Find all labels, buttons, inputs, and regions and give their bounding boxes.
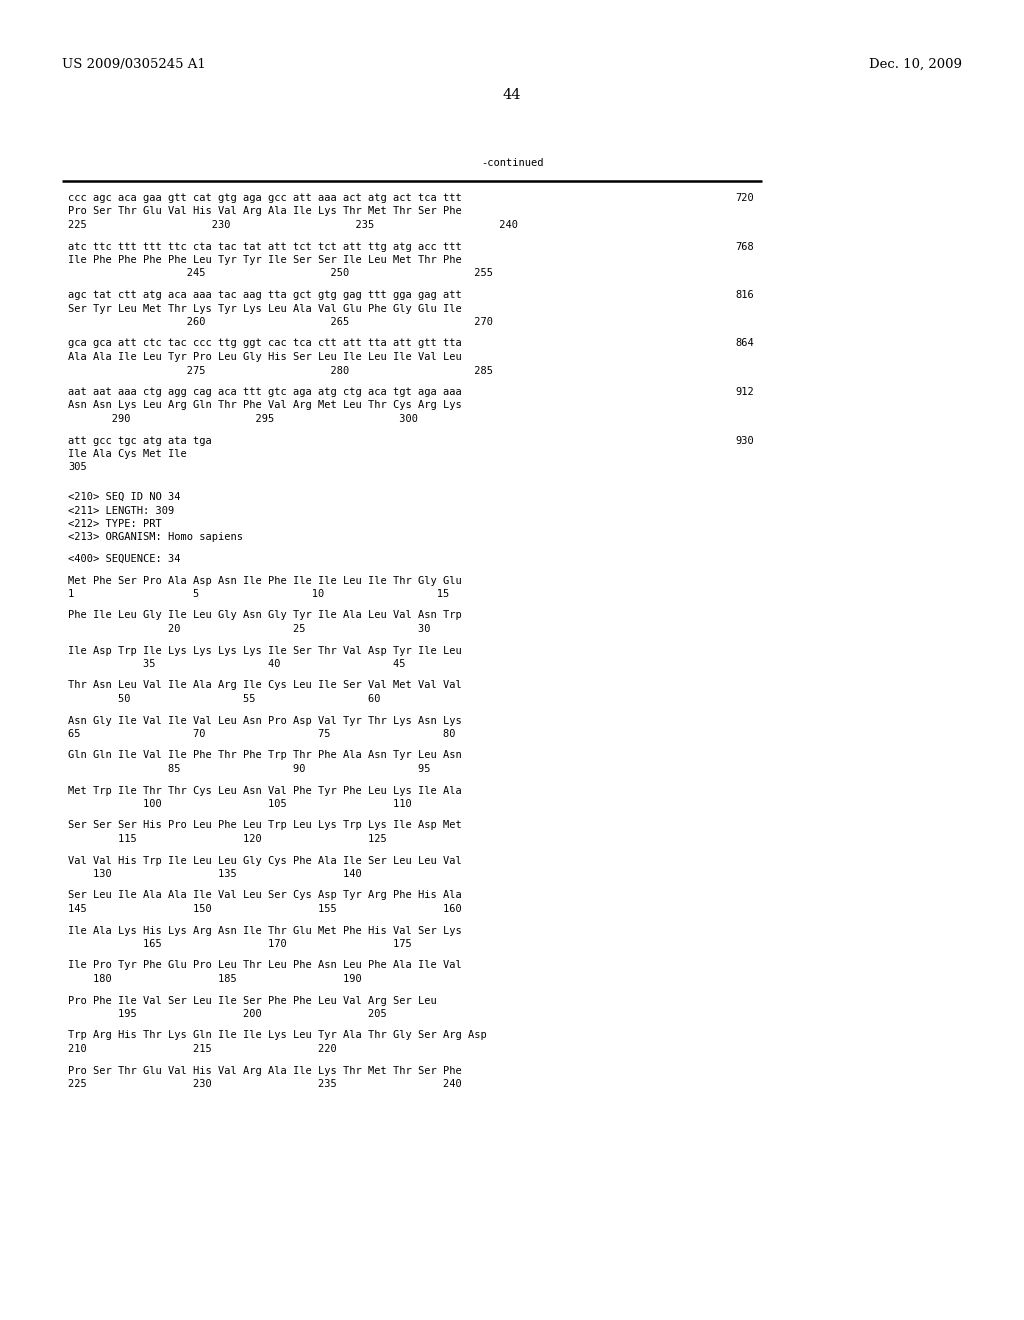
Text: -continued: -continued (480, 158, 544, 168)
Text: Ala Ala Ile Leu Tyr Pro Leu Gly His Ser Leu Ile Leu Ile Val Leu: Ala Ala Ile Leu Tyr Pro Leu Gly His Ser … (68, 352, 462, 362)
Text: Ser Ser Ser His Pro Leu Phe Leu Trp Leu Lys Trp Lys Ile Asp Met: Ser Ser Ser His Pro Leu Phe Leu Trp Leu … (68, 821, 462, 830)
Text: Phe Ile Leu Gly Ile Leu Gly Asn Gly Tyr Ile Ala Leu Val Asn Trp: Phe Ile Leu Gly Ile Leu Gly Asn Gly Tyr … (68, 610, 462, 620)
Text: 816: 816 (735, 290, 754, 300)
Text: 720: 720 (735, 193, 754, 203)
Text: <212> TYPE: PRT: <212> TYPE: PRT (68, 519, 162, 529)
Text: 768: 768 (735, 242, 754, 252)
Text: Asn Asn Lys Leu Arg Gln Thr Phe Val Arg Met Leu Thr Cys Arg Lys: Asn Asn Lys Leu Arg Gln Thr Phe Val Arg … (68, 400, 462, 411)
Text: <210> SEQ ID NO 34: <210> SEQ ID NO 34 (68, 492, 180, 502)
Text: Val Val His Trp Ile Leu Leu Gly Cys Phe Ala Ile Ser Leu Leu Val: Val Val His Trp Ile Leu Leu Gly Cys Phe … (68, 855, 462, 866)
Text: 180                 185                 190: 180 185 190 (68, 974, 361, 983)
Text: Ser Leu Ile Ala Ala Ile Val Leu Ser Cys Asp Tyr Arg Phe His Ala: Ser Leu Ile Ala Ala Ile Val Leu Ser Cys … (68, 891, 462, 900)
Text: 65                  70                  75                  80: 65 70 75 80 (68, 729, 456, 739)
Text: 145                 150                 155                 160: 145 150 155 160 (68, 904, 462, 913)
Text: 115                 120                 125: 115 120 125 (68, 834, 387, 843)
Text: Dec. 10, 2009: Dec. 10, 2009 (869, 58, 962, 71)
Text: Ile Ala Lys His Lys Arg Asn Ile Thr Glu Met Phe His Val Ser Lys: Ile Ala Lys His Lys Arg Asn Ile Thr Glu … (68, 925, 462, 936)
Text: 20                  25                  30: 20 25 30 (68, 624, 430, 634)
Text: 305: 305 (68, 462, 87, 473)
Text: 44: 44 (503, 88, 521, 102)
Text: Pro Ser Thr Glu Val His Val Arg Ala Ile Lys Thr Met Thr Ser Phe: Pro Ser Thr Glu Val His Val Arg Ala Ile … (68, 1065, 462, 1076)
Text: 225                    230                    235                    240: 225 230 235 240 (68, 220, 518, 230)
Text: Pro Phe Ile Val Ser Leu Ile Ser Phe Phe Leu Val Arg Ser Leu: Pro Phe Ile Val Ser Leu Ile Ser Phe Phe … (68, 995, 437, 1006)
Text: 195                 200                 205: 195 200 205 (68, 1008, 387, 1019)
Text: atc ttc ttt ttt ttc cta tac tat att tct tct att ttg atg acc ttt: atc ttc ttt ttt ttc cta tac tat att tct … (68, 242, 462, 252)
Text: 864: 864 (735, 338, 754, 348)
Text: Gln Gln Ile Val Ile Phe Thr Phe Trp Thr Phe Ala Asn Tyr Leu Asn: Gln Gln Ile Val Ile Phe Thr Phe Trp Thr … (68, 751, 462, 760)
Text: Ile Asp Trp Ile Lys Lys Lys Lys Ile Ser Thr Val Asp Tyr Ile Leu: Ile Asp Trp Ile Lys Lys Lys Lys Ile Ser … (68, 645, 462, 656)
Text: US 2009/0305245 A1: US 2009/0305245 A1 (62, 58, 206, 71)
Text: Ser Tyr Leu Met Thr Lys Tyr Lys Leu Ala Val Glu Phe Gly Glu Ile: Ser Tyr Leu Met Thr Lys Tyr Lys Leu Ala … (68, 304, 462, 314)
Text: 930: 930 (735, 436, 754, 446)
Text: agc tat ctt atg aca aaa tac aag tta gct gtg gag ttt gga gag att: agc tat ctt atg aca aaa tac aag tta gct … (68, 290, 462, 300)
Text: 130                 135                 140: 130 135 140 (68, 869, 361, 879)
Text: Ile Pro Tyr Phe Glu Pro Leu Thr Leu Phe Asn Leu Phe Ala Ile Val: Ile Pro Tyr Phe Glu Pro Leu Thr Leu Phe … (68, 961, 462, 970)
Text: ccc agc aca gaa gtt cat gtg aga gcc att aaa act atg act tca ttt: ccc agc aca gaa gtt cat gtg aga gcc att … (68, 193, 462, 203)
Text: Met Phe Ser Pro Ala Asp Asn Ile Phe Ile Ile Leu Ile Thr Gly Glu: Met Phe Ser Pro Ala Asp Asn Ile Phe Ile … (68, 576, 462, 586)
Text: 912: 912 (735, 387, 754, 397)
Text: 50                  55                  60: 50 55 60 (68, 694, 381, 704)
Text: <213> ORGANISM: Homo sapiens: <213> ORGANISM: Homo sapiens (68, 532, 243, 543)
Text: aat aat aaa ctg agg cag aca ttt gtc aga atg ctg aca tgt aga aaa: aat aat aaa ctg agg cag aca ttt gtc aga … (68, 387, 462, 397)
Text: Ile Phe Phe Phe Phe Leu Tyr Tyr Ile Ser Ser Ile Leu Met Thr Phe: Ile Phe Phe Phe Phe Leu Tyr Tyr Ile Ser … (68, 255, 462, 265)
Text: Ile Ala Cys Met Ile: Ile Ala Cys Met Ile (68, 449, 186, 459)
Text: 35                  40                  45: 35 40 45 (68, 659, 406, 669)
Text: 275                    280                    285: 275 280 285 (68, 366, 493, 375)
Text: att gcc tgc atg ata tga: att gcc tgc atg ata tga (68, 436, 212, 446)
Text: Pro Ser Thr Glu Val His Val Arg Ala Ile Lys Thr Met Thr Ser Phe: Pro Ser Thr Glu Val His Val Arg Ala Ile … (68, 206, 462, 216)
Text: gca gca att ctc tac ccc ttg ggt cac tca ctt att tta att gtt tta: gca gca att ctc tac ccc ttg ggt cac tca … (68, 338, 462, 348)
Text: 85                  90                  95: 85 90 95 (68, 764, 430, 774)
Text: 210                 215                 220: 210 215 220 (68, 1044, 337, 1053)
Text: Thr Asn Leu Val Ile Ala Arg Ile Cys Leu Ile Ser Val Met Val Val: Thr Asn Leu Val Ile Ala Arg Ile Cys Leu … (68, 681, 462, 690)
Text: 260                    265                    270: 260 265 270 (68, 317, 493, 327)
Text: 100                 105                 110: 100 105 110 (68, 799, 412, 809)
Text: 245                    250                    255: 245 250 255 (68, 268, 493, 279)
Text: Met Trp Ile Thr Thr Cys Leu Asn Val Phe Tyr Phe Leu Lys Ile Ala: Met Trp Ile Thr Thr Cys Leu Asn Val Phe … (68, 785, 462, 796)
Text: Trp Arg His Thr Lys Gln Ile Ile Lys Leu Tyr Ala Thr Gly Ser Arg Asp: Trp Arg His Thr Lys Gln Ile Ile Lys Leu … (68, 1031, 486, 1040)
Text: 290                    295                    300: 290 295 300 (68, 414, 418, 424)
Text: <211> LENGTH: 309: <211> LENGTH: 309 (68, 506, 174, 516)
Text: <400> SEQUENCE: 34: <400> SEQUENCE: 34 (68, 554, 180, 564)
Text: 165                 170                 175: 165 170 175 (68, 939, 412, 949)
Text: 1                   5                  10                  15: 1 5 10 15 (68, 589, 450, 599)
Text: Asn Gly Ile Val Ile Val Leu Asn Pro Asp Val Tyr Thr Lys Asn Lys: Asn Gly Ile Val Ile Val Leu Asn Pro Asp … (68, 715, 462, 726)
Text: 225                 230                 235                 240: 225 230 235 240 (68, 1078, 462, 1089)
